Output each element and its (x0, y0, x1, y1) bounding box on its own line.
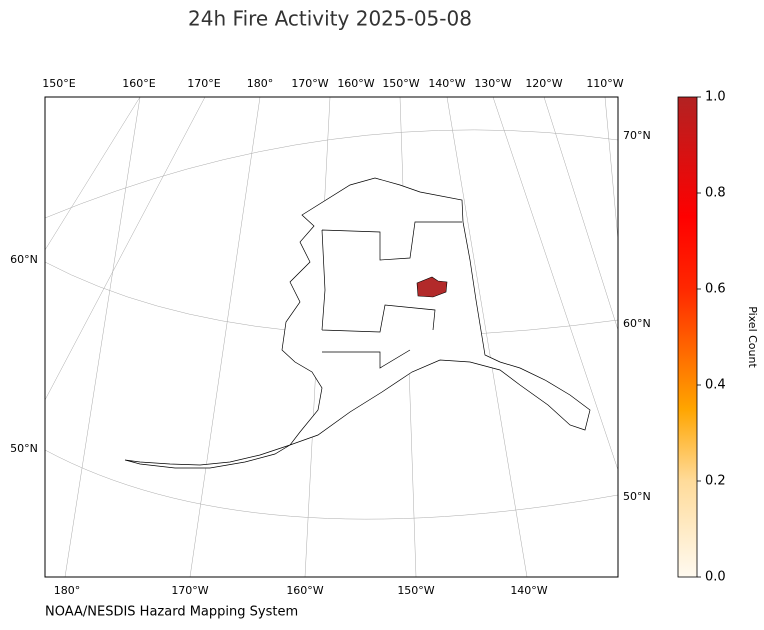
lon-label: 150°W (397, 584, 434, 597)
lat-label: 70°N (623, 129, 651, 142)
borough-lines (321, 221, 462, 369)
title: 24h Fire Activity 2025-05-08 (188, 7, 472, 31)
lon-label: 150°E (42, 77, 75, 90)
credit: NOAA/NESDIS Hazard Mapping System (45, 605, 298, 620)
lon-label: 150°W (382, 77, 419, 90)
lon-label: 170°W (171, 584, 208, 597)
lon-label: 170°E (187, 77, 220, 90)
graticule-labels: 150°E 160°E 170°E 180° 170°W 160°W 150°W… (10, 77, 651, 597)
colorbar-tick-label: 0.4 (705, 378, 726, 393)
colorbar-ticks: 0.0 0.2 0.4 0.6 0.8 1.0 (697, 90, 726, 585)
lat-label: 60°N (10, 253, 38, 266)
lat-label: 50°N (623, 490, 651, 503)
fire-area (416, 276, 448, 298)
lon-label: 140°W (510, 584, 547, 597)
lon-label: 120°W (525, 77, 562, 90)
colorbar-tick-label: 1.0 (705, 90, 726, 105)
lon-label: 180° (54, 584, 81, 597)
colorbar-tick-label: 0.0 (705, 570, 726, 585)
map (45, 97, 618, 577)
lon-label: 130°W (474, 77, 511, 90)
lon-label: 170°W (291, 77, 328, 90)
lon-label: 180° (247, 77, 274, 90)
colorbar-tick-label: 0.2 (705, 474, 726, 489)
aleutians (124, 444, 291, 469)
colorbar (677, 96, 698, 578)
map-frame (44, 96, 619, 578)
lat-label: 50°N (10, 442, 38, 455)
lon-label: 140°W (428, 77, 465, 90)
lon-label: 160°E (122, 77, 155, 90)
lon-label: 110°W (586, 77, 623, 90)
lon-label: 160°W (337, 77, 374, 90)
lat-label: 60°N (623, 317, 651, 330)
alaska (281, 177, 591, 446)
colorbar-tick-label: 0.6 (705, 282, 726, 297)
colorbar-tick-label: 0.8 (705, 186, 726, 201)
graticule (45, 97, 618, 577)
lon-label: 160°W (286, 584, 323, 597)
colorbar-label: Pixel Count (746, 306, 759, 368)
